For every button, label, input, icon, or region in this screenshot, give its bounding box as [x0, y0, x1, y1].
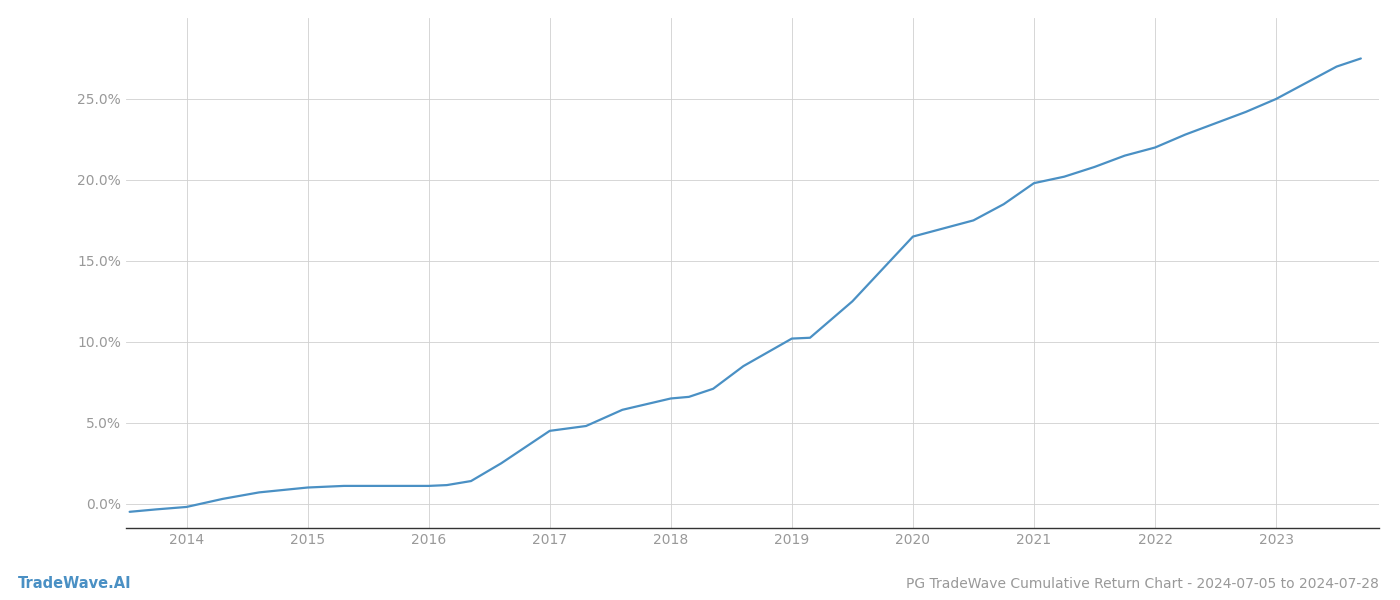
Text: PG TradeWave Cumulative Return Chart - 2024-07-05 to 2024-07-28: PG TradeWave Cumulative Return Chart - 2…: [906, 577, 1379, 591]
Text: TradeWave.AI: TradeWave.AI: [18, 576, 132, 591]
